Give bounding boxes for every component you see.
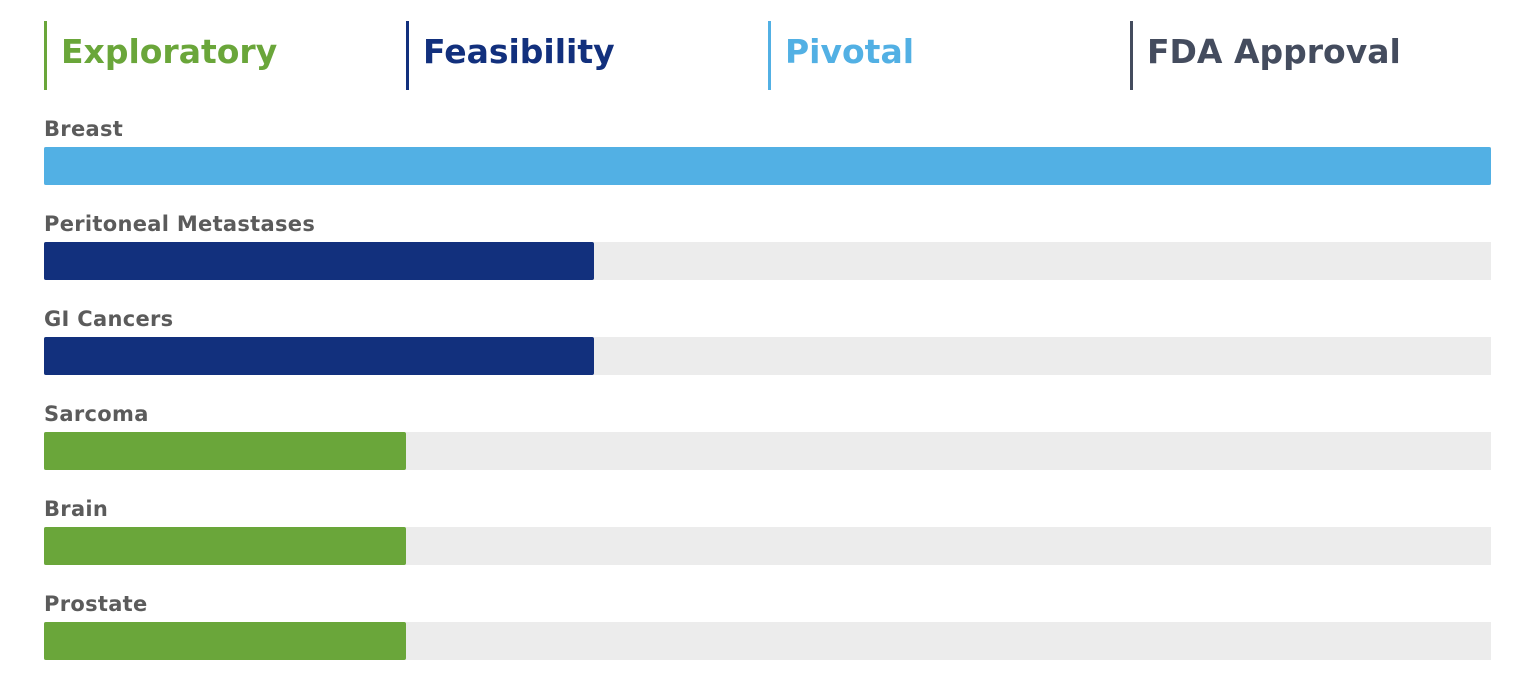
- stage-header-pivotal: Pivotal: [768, 21, 914, 90]
- bar-track: [44, 432, 1491, 470]
- chart-row: Sarcoma: [44, 397, 1492, 492]
- category-label: GI Cancers: [44, 307, 174, 331]
- bar-track: [44, 242, 1491, 280]
- bar: [44, 622, 406, 660]
- category-label: Prostate: [44, 592, 148, 616]
- stage-header-feasibility: Feasibility: [406, 21, 615, 90]
- bar: [44, 432, 406, 470]
- chart-row: GI Cancers: [44, 302, 1492, 397]
- stage-header: Exploratory Feasibility Pivotal FDA Approva…: [44, 21, 1492, 90]
- bar-chart: Breast Peritoneal Metastases GI Cancers Sar…: [44, 112, 1492, 682]
- category-label: Peritoneal Metastases: [44, 212, 316, 236]
- chart-row: Brain: [44, 492, 1492, 587]
- bar-track: [44, 527, 1491, 565]
- category-label: Breast: [44, 117, 124, 141]
- chart-row: Breast: [44, 112, 1492, 207]
- bar-track: [44, 337, 1491, 375]
- bar: [44, 242, 594, 280]
- category-label: Brain: [44, 497, 109, 521]
- category-label: Sarcoma: [44, 402, 149, 426]
- bar-track: [44, 622, 1491, 660]
- bar: [44, 147, 1491, 185]
- bar: [44, 527, 406, 565]
- bar-track: [44, 147, 1491, 185]
- chart-row: Prostate: [44, 587, 1492, 682]
- chart-row: Peritoneal Metastases: [44, 207, 1492, 302]
- bar: [44, 337, 594, 375]
- stage-header-exploratory: Exploratory: [44, 21, 277, 90]
- stage-header-fda-approval: FDA Approval: [1130, 21, 1401, 90]
